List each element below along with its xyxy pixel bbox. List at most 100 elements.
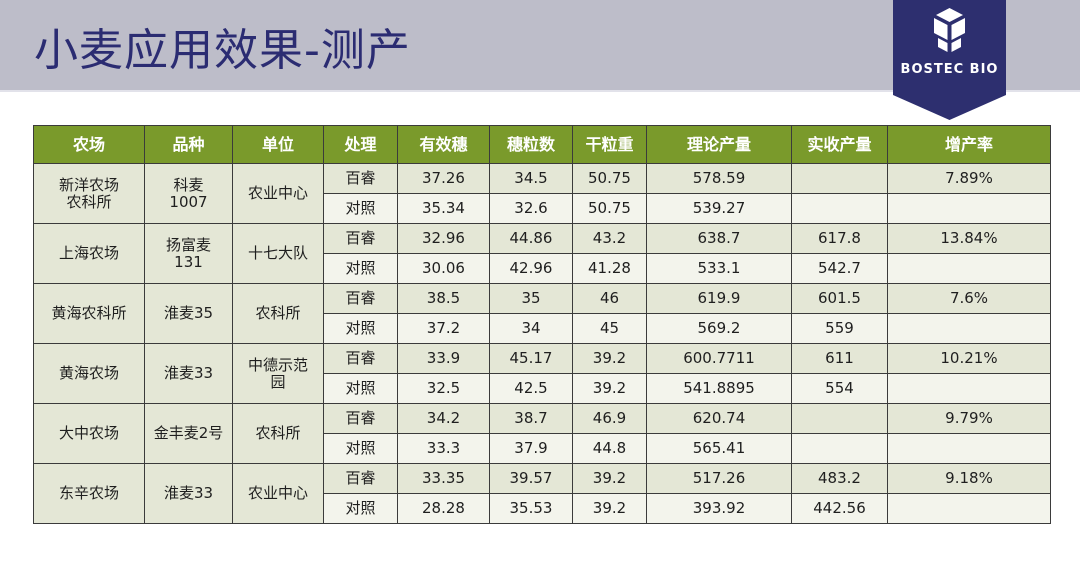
increase-rate-cell: 9.18% <box>887 463 1051 494</box>
yield-table: 农场 品种 单位 处理 有效穗 穗粒数 干粒重 理论产量 实收产量 增产率 新洋… <box>33 125 1051 524</box>
grains-cell: 32.6 <box>489 193 573 224</box>
actual-yield-cell: 617.8 <box>791 223 888 254</box>
header-farm: 农场 <box>33 125 145 164</box>
grains-cell: 42.96 <box>489 253 573 284</box>
treatment-cell: 对照 <box>323 193 398 224</box>
theory-yield-cell: 619.9 <box>646 283 792 314</box>
ears-cell: 28.28 <box>397 493 490 524</box>
table-row: 对照 37.2 34 45 569.2 559 <box>34 313 1051 344</box>
treatment-cell: 百睿 <box>323 343 398 374</box>
weight-cell: 44.8 <box>572 433 647 464</box>
variety-cell: 科麦 1007 <box>144 163 233 224</box>
table-header-row: 农场 品种 单位 处理 有效穗 穗粒数 干粒重 理论产量 实收产量 增产率 <box>33 125 1051 164</box>
empty-rate-cell <box>887 433 1051 464</box>
unit-cell: 农科所 <box>232 283 324 344</box>
treatment-cell: 对照 <box>323 313 398 344</box>
empty-rate-cell <box>887 493 1051 524</box>
treatment-cell: 对照 <box>323 373 398 404</box>
table-row: 对照 32.5 42.5 39.2 541.8895 554 <box>34 373 1051 404</box>
ears-cell: 35.34 <box>397 193 490 224</box>
treatment-cell: 对照 <box>323 253 398 284</box>
treatment-cell: 百睿 <box>323 403 398 434</box>
table-row: 对照 30.06 42.96 41.28 533.1 542.7 <box>34 253 1051 284</box>
variety-cell: 金丰麦2号 <box>144 403 233 464</box>
table-row: 对照 28.28 35.53 39.2 393.92 442.56 <box>34 493 1051 524</box>
increase-rate-cell: 7.89% <box>887 163 1051 194</box>
unit-cell: 农科所 <box>232 403 324 464</box>
actual-yield-cell: 542.7 <box>791 253 888 284</box>
variety-cell: 扬富麦 131 <box>144 223 233 284</box>
unit-cell: 十七大队 <box>232 223 324 284</box>
theory-yield-cell: 533.1 <box>646 253 792 284</box>
actual-yield-cell: 559 <box>791 313 888 344</box>
logo-badge <box>893 0 1006 120</box>
weight-cell: 45 <box>572 313 647 344</box>
increase-rate-cell: 7.6% <box>887 283 1051 314</box>
actual-yield-cell <box>791 163 888 194</box>
header-actual-yield: 实收产量 <box>791 125 888 164</box>
ears-cell: 33.35 <box>397 463 490 494</box>
theory-yield-cell: 393.92 <box>646 493 792 524</box>
grains-cell: 35.53 <box>489 493 573 524</box>
header-grains: 穗粒数 <box>489 125 573 164</box>
table-body: 新洋农场 农科所 科麦 1007 农业中心 百睿 37.26 34.5 50.75 578.59 7… <box>33 163 1051 524</box>
increase-rate-cell: 9.79% <box>887 403 1051 434</box>
grains-cell: 34.5 <box>489 163 573 194</box>
grains-cell: 34 <box>489 313 573 344</box>
farm-cell: 上海农场 <box>33 223 145 284</box>
theory-yield-cell: 517.26 <box>646 463 792 494</box>
unit-cell: 农业中心 <box>232 163 324 224</box>
weight-cell: 39.2 <box>572 463 647 494</box>
grains-cell: 44.86 <box>489 223 573 254</box>
theory-yield-cell: 539.27 <box>646 193 792 224</box>
weight-cell: 46.9 <box>572 403 647 434</box>
header-theory-yield: 理论产量 <box>646 125 792 164</box>
treatment-cell: 百睿 <box>323 163 398 194</box>
empty-rate-cell <box>887 313 1051 344</box>
table-row: 新洋农场 农科所 科麦 1007 农业中心 百睿 37.26 34.5 50.75 578.59 7… <box>33 163 1051 224</box>
grains-cell: 37.9 <box>489 433 573 464</box>
weight-cell: 41.28 <box>572 253 647 284</box>
actual-yield-cell <box>791 433 888 464</box>
empty-rate-cell <box>887 253 1051 284</box>
ears-cell: 32.96 <box>397 223 490 254</box>
ears-cell: 33.3 <box>397 433 490 464</box>
empty-rate-cell <box>887 373 1051 404</box>
ears-cell: 30.06 <box>397 253 490 284</box>
farm-cell: 东辛农场 <box>33 463 145 524</box>
farm-cell: 黄海农科所 <box>33 283 145 344</box>
actual-yield-cell: 611 <box>791 343 888 374</box>
actual-yield-cell <box>791 403 888 434</box>
actual-yield-cell: 483.2 <box>791 463 888 494</box>
table-row: 上海农场 扬富麦 131 十七大队 百睿 32.96 44.86 43.2 638.7 617.8… <box>33 223 1051 284</box>
header-divider <box>0 90 1080 92</box>
grains-cell: 39.57 <box>489 463 573 494</box>
unit-cell: 中德示范园 <box>232 343 324 404</box>
increase-rate-cell: 13.84% <box>887 223 1051 254</box>
farm-cell: 大中农场 <box>33 403 145 464</box>
variety-cell: 淮麦33 <box>144 463 233 524</box>
weight-cell: 39.2 <box>572 373 647 404</box>
variety-cell: 淮麦33 <box>144 343 233 404</box>
theory-yield-cell: 620.74 <box>646 403 792 434</box>
header-increase-rate: 增产率 <box>887 125 1051 164</box>
ears-cell: 32.5 <box>397 373 490 404</box>
page-title: 小麦应用效果-测产 <box>34 25 411 76</box>
brand-logo: BOSTEC BIO <box>893 0 1006 120</box>
grains-cell: 38.7 <box>489 403 573 434</box>
weight-cell: 50.75 <box>572 163 647 194</box>
table-row: 东辛农场 淮麦33 农业中心 百睿 33.35 39.57 39.2 517.26 483.2 9… <box>33 463 1051 524</box>
increase-rate-cell: 10.21% <box>887 343 1051 374</box>
grains-cell: 35 <box>489 283 573 314</box>
table-row: 黄海农场 淮麦33 中德示范园百睿 33.9 45.17 39.2 600.7711 611 1… <box>33 343 1051 404</box>
ears-cell: 33.9 <box>397 343 490 374</box>
grains-cell: 45.17 <box>489 343 573 374</box>
header-unit: 单位 <box>232 125 324 164</box>
grains-cell: 42.5 <box>489 373 573 404</box>
bostec-leaf-logo-icon <box>934 8 965 52</box>
treatment-cell: 百睿 <box>323 463 398 494</box>
table-row: 大中农场 金丰麦2号 农科所 百睿 34.2 38.7 46.9 620.74 9.79% <box>33 403 1051 464</box>
weight-cell: 50.75 <box>572 193 647 224</box>
farm-cell: 新洋农场 农科所 <box>33 163 145 224</box>
treatment-cell: 百睿 <box>323 223 398 254</box>
